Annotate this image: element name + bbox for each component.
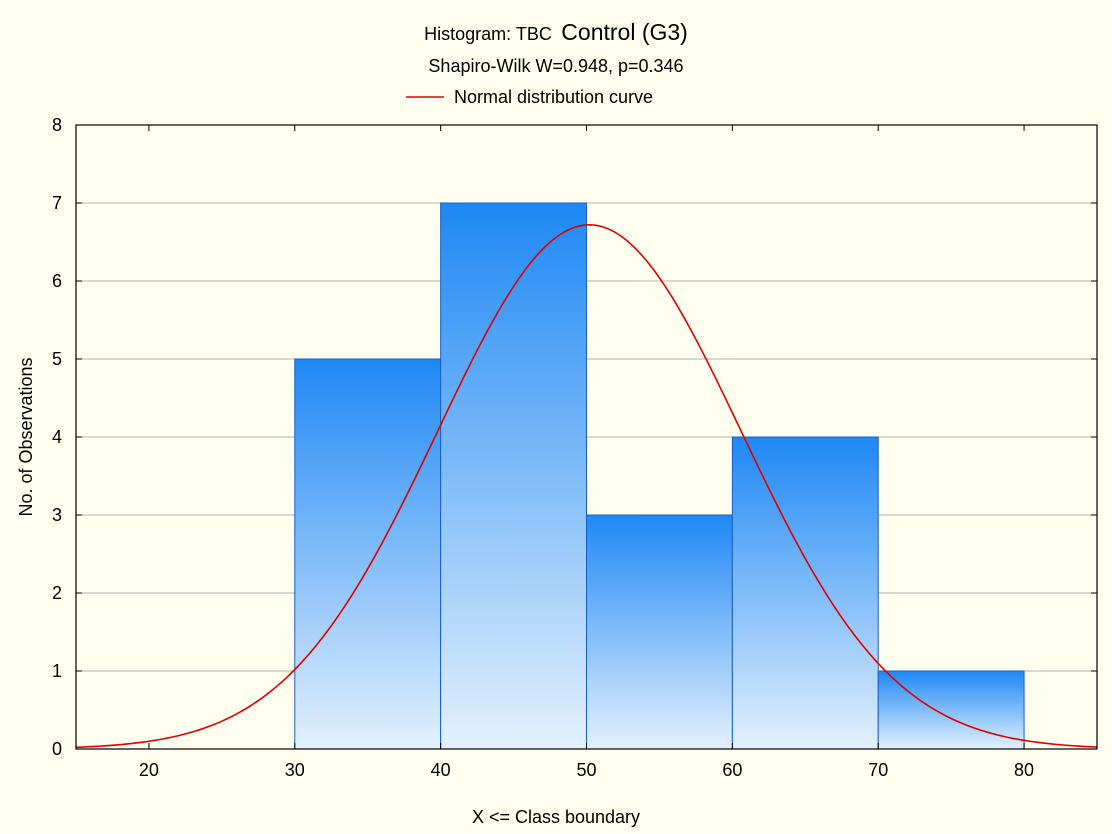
x-tick-label: 40 — [431, 760, 451, 780]
histogram-bar — [877, 670, 1025, 750]
histogram-bar — [440, 202, 587, 750]
chart-title-main: Control (G3) — [561, 19, 688, 45]
chart-title-prefix: Histogram: TBC — [424, 24, 552, 44]
normal-distribution-curve — [75, 224, 1098, 749]
x-tick-label: 30 — [285, 760, 305, 780]
y-tick-label: 8 — [52, 115, 62, 135]
y-tick-label: 2 — [52, 583, 62, 603]
histogram-bar — [294, 358, 442, 750]
y-tick-label: 0 — [52, 739, 62, 759]
y-tick-label: 3 — [52, 505, 62, 525]
x-tick-label: 60 — [722, 760, 742, 780]
histogram-bar — [586, 514, 733, 750]
axis-ticks: 20 30 40 50 60 70 80 0 1 2 3 4 5 6 7 8 — [52, 115, 1097, 780]
y-tick-label: 4 — [52, 427, 62, 447]
y-axis-label: No. of Observations — [16, 357, 36, 516]
histogram-bars — [294, 202, 1025, 750]
y-tick-label: 6 — [52, 271, 62, 291]
x-tick-label: 20 — [139, 760, 159, 780]
histogram-bar — [731, 436, 879, 750]
x-axis-label: X <= Class boundary — [472, 807, 640, 827]
legend-label: Normal distribution curve — [454, 87, 653, 107]
legend: Normal distribution curve — [406, 87, 653, 107]
y-tick-label: 5 — [52, 349, 62, 369]
x-tick-label: 50 — [576, 760, 596, 780]
x-tick-label: 80 — [1014, 760, 1034, 780]
chart-title: Histogram: TBC Control (G3) — [424, 19, 688, 45]
chart-subtitle: Shapiro-Wilk W=0.948, p=0.346 — [428, 56, 683, 76]
y-tick-label: 7 — [52, 193, 62, 213]
y-tick-label: 1 — [52, 661, 62, 681]
x-tick-label: 70 — [868, 760, 888, 780]
